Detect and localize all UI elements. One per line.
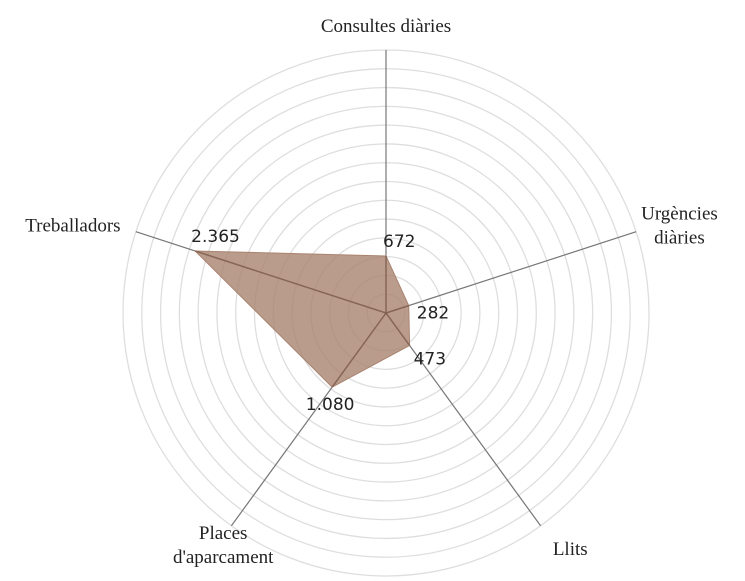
category-label: Urgències diàries bbox=[641, 204, 718, 249]
category-label: Treballadors bbox=[25, 216, 120, 237]
value-label: 672 bbox=[383, 232, 415, 252]
value-spoke bbox=[385, 304, 409, 314]
value-label: 2.365 bbox=[191, 227, 240, 247]
category-label: Consultes diàries bbox=[321, 16, 451, 37]
value-label: 282 bbox=[417, 304, 449, 324]
axis-spoke bbox=[385, 312, 542, 527]
value-spoke bbox=[385, 312, 411, 346]
value-spoke bbox=[194, 250, 387, 314]
value-label: 473 bbox=[414, 349, 446, 369]
category-label: Llits bbox=[553, 539, 588, 560]
axis-spoke bbox=[385, 231, 637, 314]
value-spoke bbox=[331, 312, 387, 388]
category-label: Places d'aparcament bbox=[173, 523, 274, 568]
value-label: 1.080 bbox=[306, 395, 355, 415]
radar-area bbox=[193, 250, 411, 388]
